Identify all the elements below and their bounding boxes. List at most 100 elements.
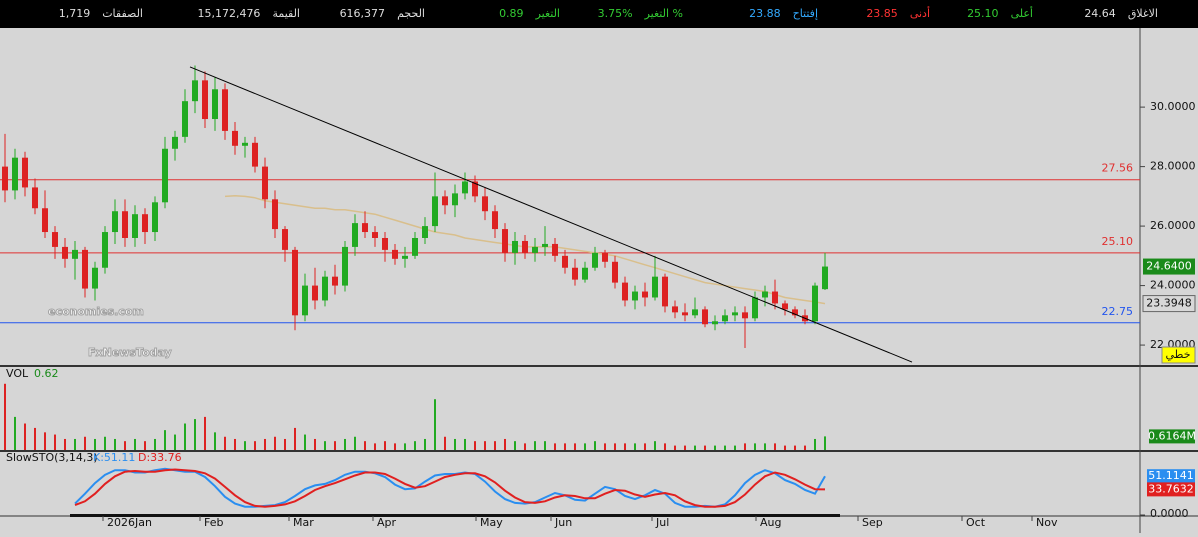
volume-bar — [414, 441, 416, 450]
volume-bar — [764, 443, 766, 450]
stoch-marker-label: 51.1141 — [1148, 469, 1194, 482]
candle-body — [142, 214, 148, 233]
header-label: التغير — [535, 7, 560, 20]
volume-bar — [4, 383, 6, 450]
stoch-line — [74, 468, 826, 508]
candle-body — [362, 223, 368, 233]
x-tick-label: Nov — [1036, 516, 1058, 529]
volume-bar — [264, 438, 266, 450]
volume-bar — [334, 441, 336, 450]
volume-bar — [804, 445, 806, 450]
candle-body — [302, 285, 308, 316]
candle-body — [772, 291, 778, 304]
candle-body — [412, 237, 418, 256]
volume-bar — [454, 438, 456, 450]
candle-body — [32, 187, 38, 209]
candle-body — [502, 229, 508, 253]
candle-body — [692, 309, 698, 316]
volume-bar — [314, 438, 316, 450]
candle-body — [432, 196, 438, 227]
candle-body — [12, 157, 18, 191]
volume-bar — [344, 438, 346, 450]
volume-bar — [554, 443, 556, 450]
candle-body — [552, 243, 558, 256]
volume-bar — [434, 399, 436, 450]
x-tick-label: Feb — [204, 516, 223, 529]
volume-bar — [324, 441, 326, 450]
header-label: إفتتاح — [793, 7, 818, 20]
volume-bar — [394, 443, 396, 450]
candle-body — [672, 306, 678, 313]
volume-bar — [294, 427, 296, 450]
candle-body — [372, 232, 378, 238]
volume-bar — [354, 436, 356, 450]
header-bar — [0, 0, 1198, 28]
scale-badge — [1161, 346, 1196, 364]
volume-bar — [34, 427, 36, 450]
candle-body — [122, 211, 128, 238]
candle-body — [82, 249, 88, 289]
candle-body — [592, 252, 598, 268]
candle-body — [492, 211, 498, 230]
level-label: 22.75 — [1102, 305, 1134, 318]
candle-body — [42, 208, 48, 233]
header-label: الاغلاق — [1128, 7, 1158, 20]
header-label: الصفقات — [102, 7, 143, 20]
volume-bar — [484, 441, 486, 450]
candle-body — [572, 267, 578, 280]
volume-bar — [144, 441, 146, 450]
volume-bar — [514, 441, 516, 450]
candle-body — [182, 101, 188, 137]
candle-body — [382, 237, 388, 250]
candle-body — [112, 211, 118, 233]
watermark: FxNewsToday — [88, 346, 172, 359]
candle-body — [732, 312, 738, 316]
volume-bar — [384, 441, 386, 450]
volume-bar — [134, 438, 136, 450]
volume-bar — [114, 438, 116, 450]
candle-body — [702, 309, 708, 325]
candle-body — [352, 223, 358, 247]
volume-bar — [364, 441, 366, 450]
candle-body — [152, 202, 158, 233]
volume-bar — [204, 416, 206, 450]
stoch-title: SlowSTO(3,14,3) — [6, 451, 98, 464]
candle-body — [22, 157, 28, 188]
volume-bar — [254, 441, 256, 450]
price-marker-label: 24.6400 — [1146, 260, 1192, 273]
volume-bar — [444, 436, 446, 450]
candle-body — [712, 321, 718, 325]
watermark: economies.com — [48, 305, 144, 318]
x-tick-label: Mar — [293, 516, 314, 529]
x-tick-label: Jun — [554, 516, 572, 529]
volume-bar — [604, 443, 606, 450]
y-tick-label: 24.0000 — [1150, 279, 1196, 292]
volume-bar — [634, 443, 636, 450]
volume-bar — [824, 436, 826, 450]
header-value: 15,172,476 — [197, 7, 260, 20]
candle-body — [482, 196, 488, 212]
y-tick-label: 30.0000 — [1150, 100, 1196, 113]
stoch-legend: K:51.11 — [93, 451, 135, 464]
candle-body — [252, 142, 258, 167]
volume-bar — [224, 436, 226, 450]
stoch-marker-label: 33.7632 — [1148, 482, 1194, 495]
volume-bar — [684, 445, 686, 450]
volume-bar — [424, 438, 426, 450]
volume-bar — [494, 441, 496, 450]
volume-bar — [404, 443, 406, 450]
candle-body — [342, 246, 348, 286]
volume-bar — [544, 441, 546, 450]
volume-bar — [794, 445, 796, 450]
stoch-legend: D:33.76 — [138, 451, 182, 464]
y-tick-label: 26.0000 — [1150, 219, 1196, 232]
volume-bar — [214, 432, 216, 450]
volume-bar — [124, 441, 126, 450]
x-range-bar — [70, 514, 840, 517]
candle-body — [662, 276, 668, 307]
candle-body — [332, 276, 338, 286]
volume-bar — [64, 438, 66, 450]
candle-body — [562, 255, 568, 268]
y-tick-label: 0.0000 — [1150, 507, 1189, 520]
volume-marker — [1149, 429, 1195, 444]
